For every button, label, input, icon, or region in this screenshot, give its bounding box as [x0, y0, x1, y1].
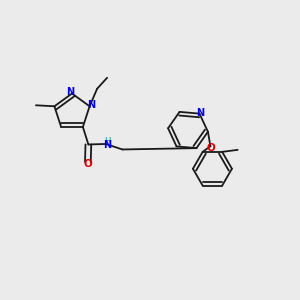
Text: O: O — [83, 160, 92, 170]
Text: H: H — [104, 137, 110, 146]
Text: N: N — [196, 108, 205, 118]
Text: N: N — [66, 87, 75, 97]
Text: O: O — [206, 143, 215, 153]
Text: N: N — [87, 100, 95, 110]
Text: N: N — [103, 140, 111, 150]
